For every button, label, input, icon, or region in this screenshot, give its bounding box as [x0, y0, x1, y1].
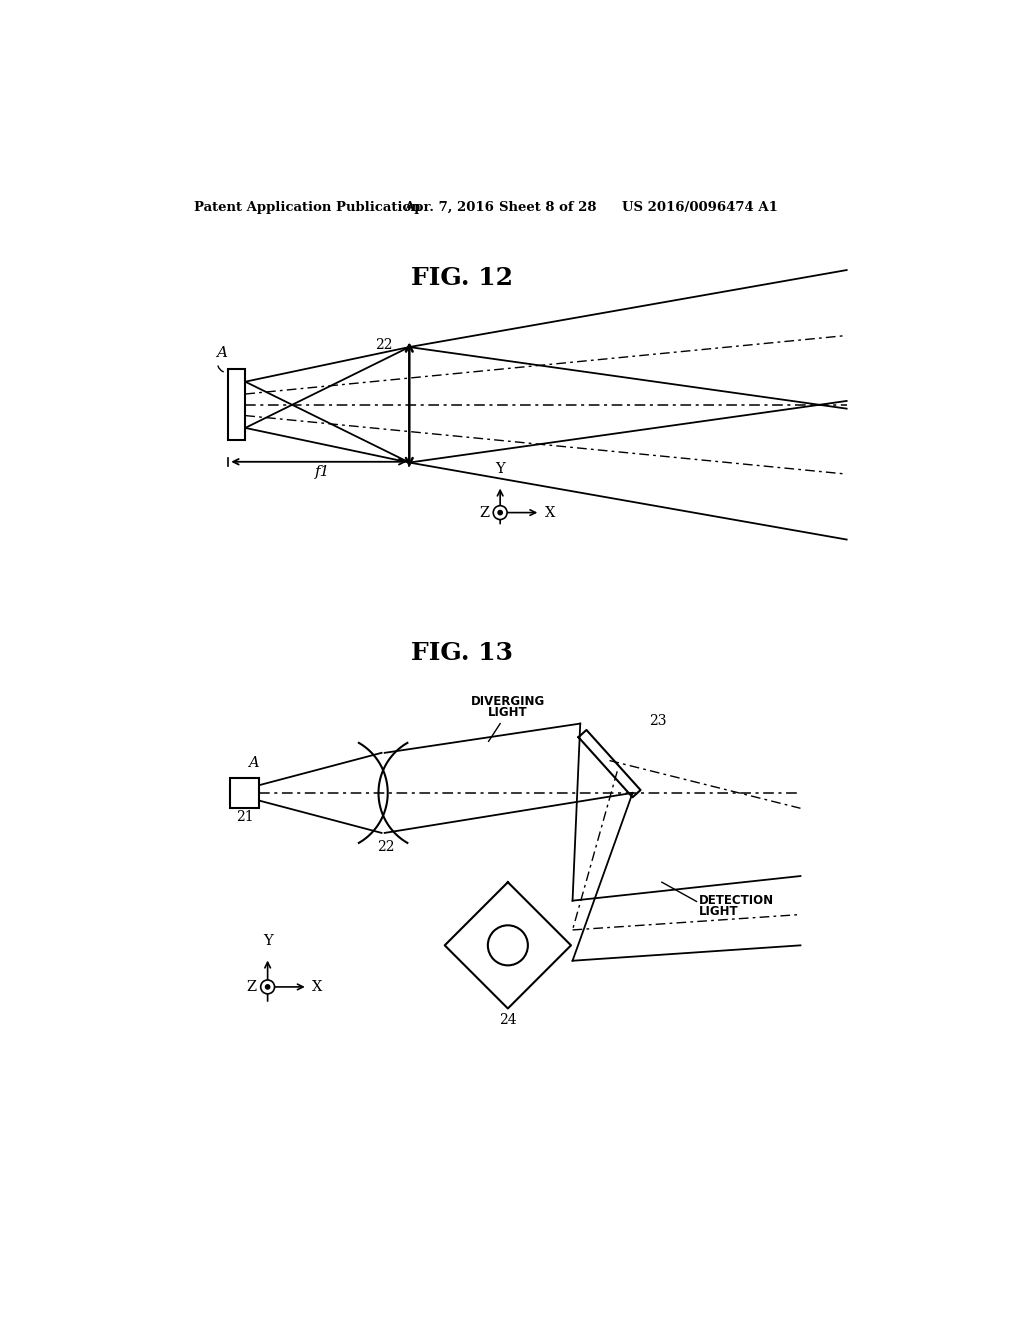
Text: FIG. 12: FIG. 12	[411, 267, 513, 290]
Text: Sheet 8 of 28: Sheet 8 of 28	[499, 201, 596, 214]
Circle shape	[265, 985, 269, 989]
Circle shape	[498, 511, 503, 515]
Text: DETECTION: DETECTION	[698, 894, 774, 907]
Text: Z: Z	[247, 979, 257, 994]
Text: Patent Application Publication: Patent Application Publication	[194, 201, 421, 214]
Text: 23: 23	[649, 714, 667, 729]
Text: 24: 24	[499, 1012, 517, 1027]
Text: A: A	[249, 756, 259, 771]
Circle shape	[494, 506, 507, 520]
Text: 22: 22	[378, 840, 395, 854]
Text: 21: 21	[236, 810, 253, 825]
Circle shape	[487, 925, 528, 965]
Text: f1: f1	[315, 465, 331, 479]
Text: X: X	[312, 979, 323, 994]
Text: FIG. 13: FIG. 13	[411, 642, 513, 665]
Text: Apr. 7, 2016: Apr. 7, 2016	[403, 201, 494, 214]
Text: A: A	[216, 346, 227, 360]
Bar	[230, 779, 259, 808]
Text: X: X	[545, 506, 555, 520]
Text: LIGHT: LIGHT	[698, 904, 738, 917]
Text: Y: Y	[263, 933, 272, 948]
Text: LIGHT: LIGHT	[488, 706, 527, 719]
Bar	[228, 370, 246, 441]
Text: Z: Z	[479, 506, 489, 520]
Text: US 2016/0096474 A1: US 2016/0096474 A1	[622, 201, 777, 214]
Circle shape	[261, 979, 274, 994]
Text: 22: 22	[375, 338, 392, 352]
Text: Y: Y	[496, 462, 505, 475]
Text: DIVERGING: DIVERGING	[471, 696, 545, 708]
